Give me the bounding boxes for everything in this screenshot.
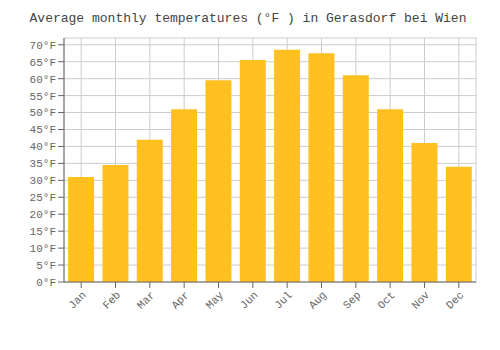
html-text:Average monthly temperatures (: Average monthly temperatures (°F ) in Ge… bbox=[29, 11, 467, 26]
svg-text:50°F: 50°F bbox=[30, 107, 56, 119]
svg-text:Oct: Oct bbox=[375, 289, 397, 311]
svg-text:Jan: Jan bbox=[66, 289, 88, 311]
svg-text:20°F: 20°F bbox=[30, 209, 56, 221]
svg-text:Feb: Feb bbox=[101, 289, 123, 311]
svg-text:Aug: Aug bbox=[307, 289, 329, 311]
svg-text:30°F: 30°F bbox=[30, 175, 56, 187]
svg-text:0°F: 0°F bbox=[36, 277, 56, 289]
svg-text:Nov: Nov bbox=[410, 289, 433, 312]
svg-text:40°F: 40°F bbox=[30, 141, 56, 153]
svg-text:70°F: 70°F bbox=[30, 40, 56, 52]
svg-text:Mar: Mar bbox=[135, 289, 157, 311]
svg-text:55°F: 55°F bbox=[30, 91, 56, 103]
svg-text:25°F: 25°F bbox=[30, 192, 56, 204]
svg-text:May: May bbox=[204, 289, 227, 312]
svg-text:45°F: 45°F bbox=[30, 124, 56, 136]
svg-text:Dec: Dec bbox=[444, 289, 466, 311]
svg-text:Jun: Jun bbox=[238, 289, 260, 311]
svg-text:5°F: 5°F bbox=[36, 260, 56, 272]
svg-text:60°F: 60°F bbox=[30, 74, 56, 86]
svg-text:Sep: Sep bbox=[341, 289, 363, 311]
svg-text:10°F: 10°F bbox=[30, 243, 56, 255]
svg-text:Jul: Jul bbox=[272, 289, 294, 311]
svg-text:15°F: 15°F bbox=[30, 226, 56, 238]
svg-text:35°F: 35°F bbox=[30, 158, 56, 170]
svg-text:Apr: Apr bbox=[169, 289, 191, 311]
svg-text:65°F: 65°F bbox=[30, 57, 56, 69]
